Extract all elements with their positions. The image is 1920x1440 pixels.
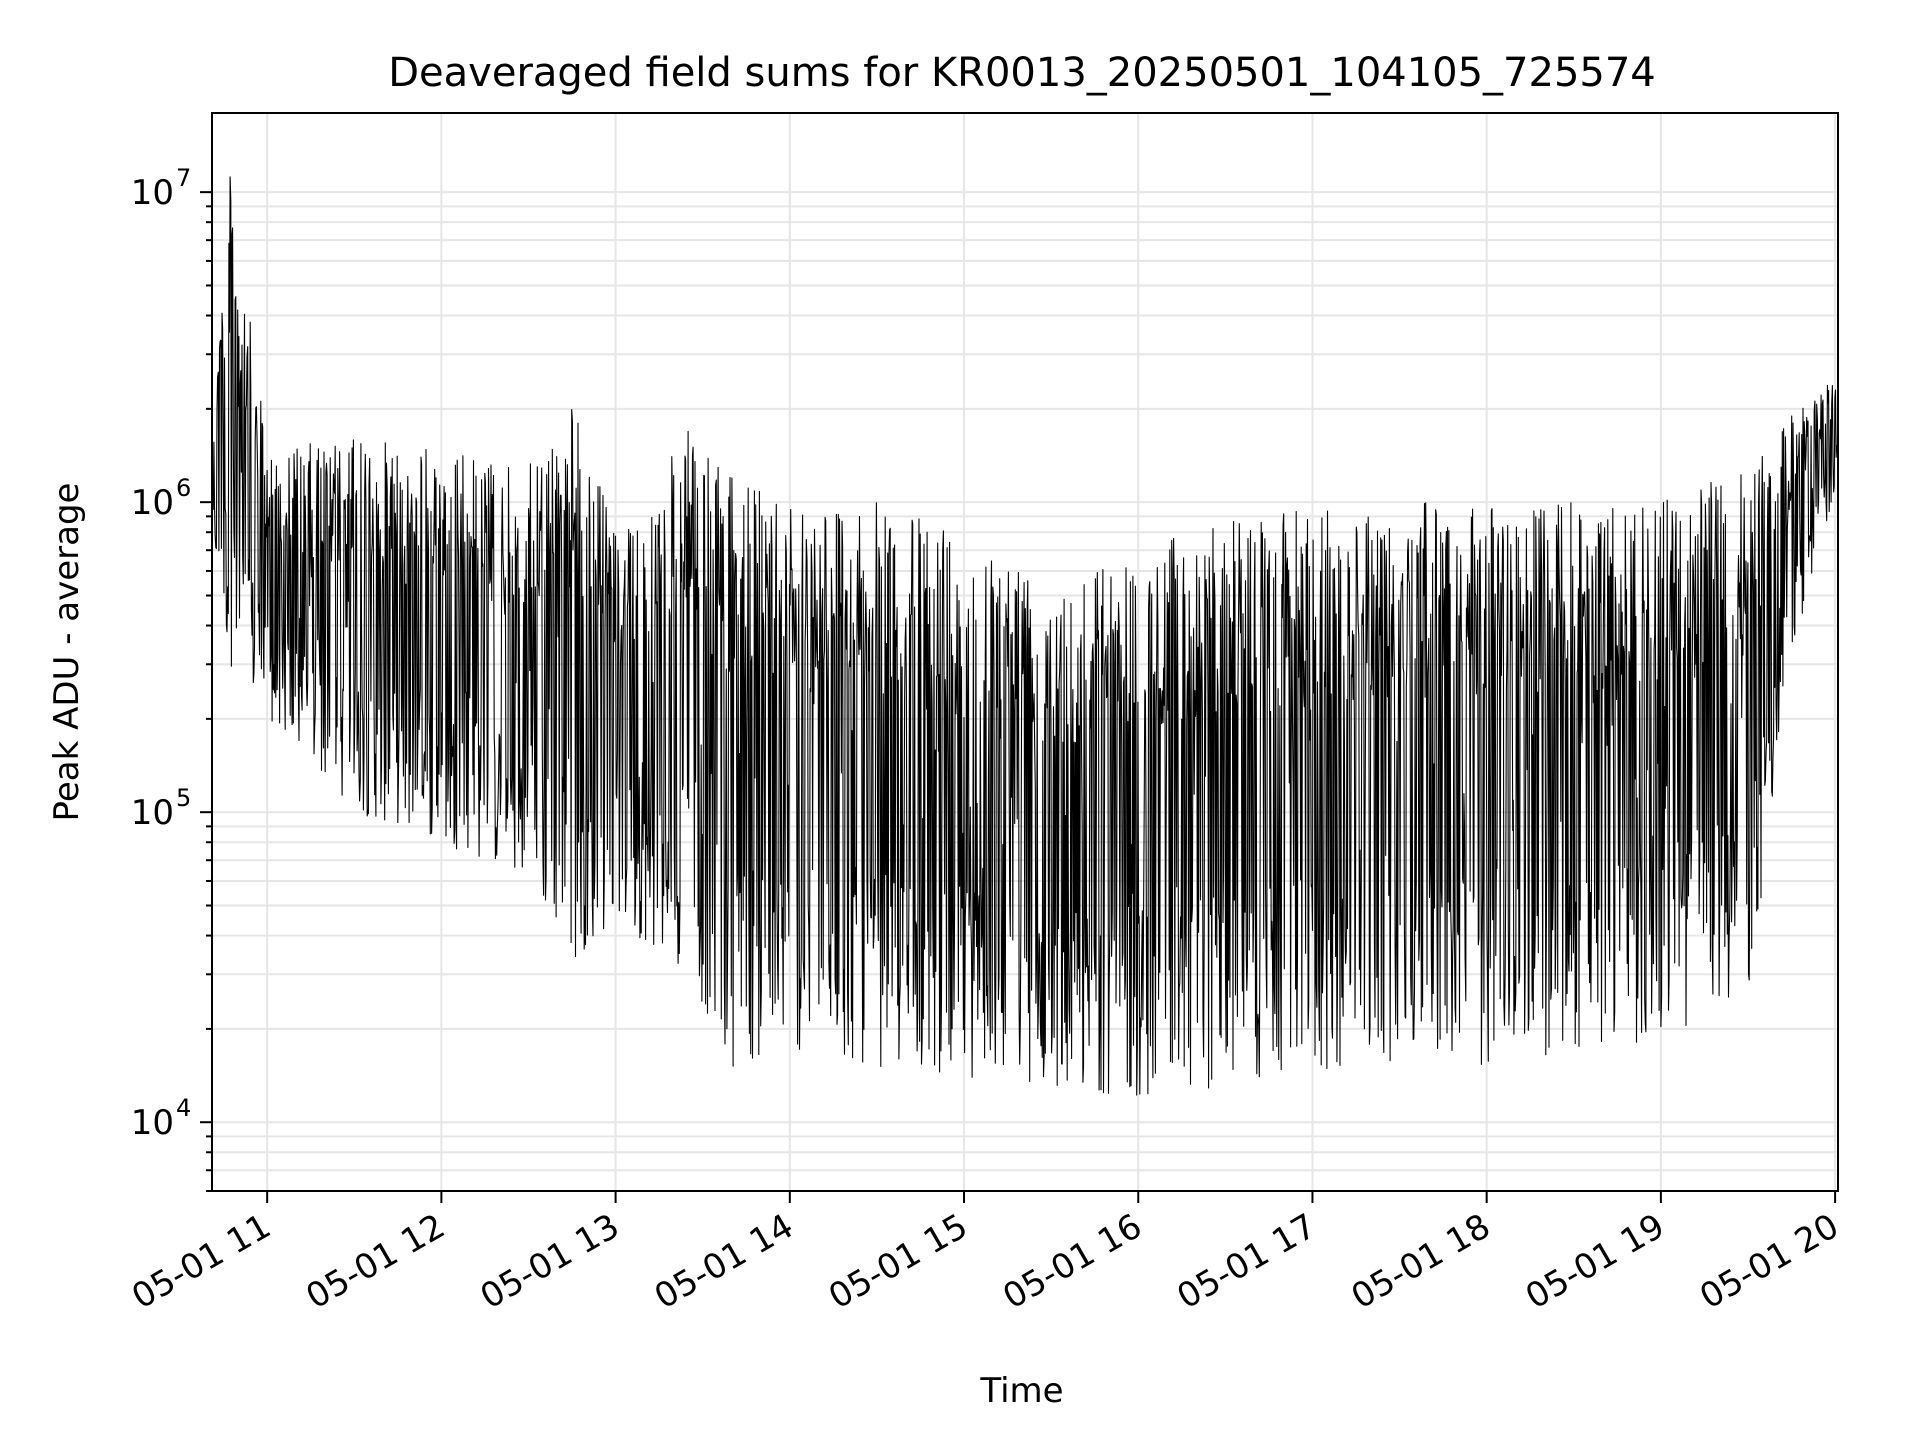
y-tick-label: 10 xyxy=(131,173,174,213)
y-tick-exponent: 7 xyxy=(176,164,191,192)
y-axis-label: Peak ADU - average xyxy=(47,483,87,822)
chart-title: Deaveraged field sums for KR0013_2025050… xyxy=(388,50,1656,96)
series-line xyxy=(211,176,1839,1096)
y-tick-exponent: 5 xyxy=(176,784,191,812)
y-tick-label: 10 xyxy=(131,1103,174,1143)
x-axis-label: Time xyxy=(979,1371,1063,1411)
plot-frame xyxy=(211,112,1839,1192)
y-tick-exponent: 6 xyxy=(176,474,191,502)
y-tick-label: 10 xyxy=(131,483,174,523)
series-layer xyxy=(211,176,1839,1096)
y-tick-exponent: 4 xyxy=(176,1094,191,1122)
y-tick-label: 10 xyxy=(131,793,174,833)
